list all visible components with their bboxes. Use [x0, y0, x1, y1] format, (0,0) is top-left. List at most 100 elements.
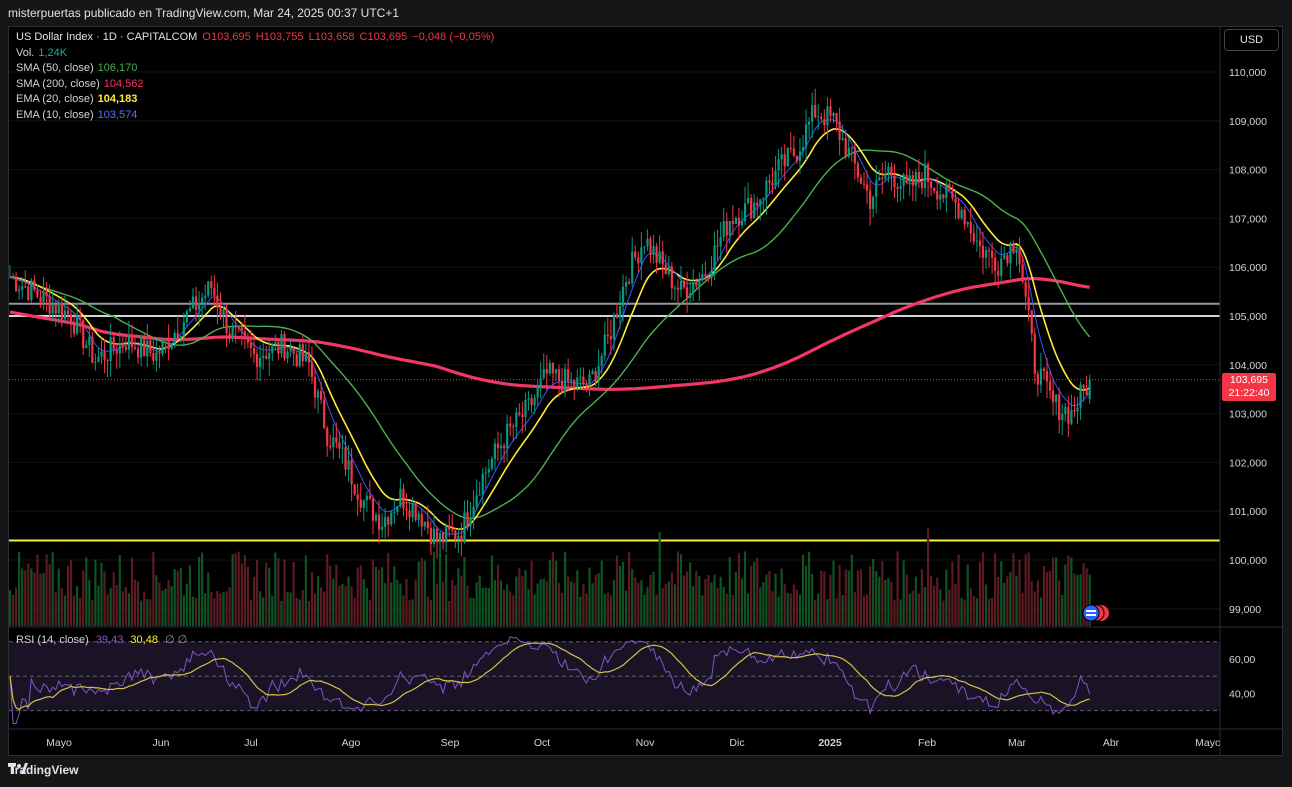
candle-body — [15, 277, 18, 292]
volume-bar — [908, 593, 911, 626]
price-axis-label: 99,000 — [1229, 604, 1261, 616]
volume-bar — [808, 551, 811, 626]
volume-bar — [396, 579, 399, 626]
volume-row[interactable]: Vol. 1,24K — [16, 46, 494, 62]
candle-body — [756, 202, 759, 206]
ohlc-open: O103,695 — [202, 31, 251, 43]
volume-bar — [869, 566, 872, 626]
volume-bar — [399, 583, 402, 626]
candle-body — [435, 528, 439, 542]
volume-bar — [634, 577, 637, 626]
candle-body — [176, 332, 179, 339]
candle-body — [881, 177, 884, 179]
candle-body — [484, 472, 487, 474]
volume-bar — [182, 595, 185, 626]
volume-bar — [198, 557, 201, 626]
candle-body — [76, 315, 79, 334]
volume-bar — [170, 586, 173, 626]
time-axis-label: Sep — [441, 737, 460, 749]
volume-bar — [11, 595, 15, 626]
volume-bar — [762, 582, 765, 626]
currency-button[interactable]: USD — [1224, 29, 1279, 51]
volume-bar — [594, 574, 597, 626]
volume-bar — [493, 580, 497, 626]
volume-bar — [265, 562, 268, 626]
volume-bar — [896, 551, 899, 626]
volume-bar — [1000, 561, 1003, 626]
volume-bar — [381, 567, 384, 626]
candle-body — [1039, 368, 1042, 385]
ohlc-high: H103,755 — [255, 31, 304, 43]
candle-body — [252, 348, 256, 354]
candle-body — [57, 303, 60, 314]
candle-body — [753, 202, 756, 219]
candle-body — [969, 222, 972, 234]
candle-body — [713, 245, 716, 271]
candle-body — [853, 147, 856, 164]
candle-body — [259, 357, 262, 367]
indicator-ema20-row[interactable]: EMA (20, close) 104,183 — [16, 92, 494, 108]
candle-body — [490, 458, 493, 469]
volume-bar — [1070, 557, 1073, 626]
ohlc-low: L103,658 — [308, 31, 355, 43]
candle-body — [646, 238, 649, 247]
candle-body — [426, 521, 429, 529]
volume-bar — [146, 599, 149, 626]
candle-body — [457, 535, 460, 540]
candle-body — [533, 397, 536, 406]
volume-bar — [771, 591, 774, 626]
volume-bar — [1030, 581, 1033, 626]
candle-body — [542, 369, 545, 379]
price-axis-label: 100,000 — [1229, 555, 1267, 567]
volume-bar — [811, 573, 814, 626]
volume-bar — [271, 595, 274, 626]
volume-bar — [353, 597, 356, 626]
footer-brand[interactable]: TradingView — [8, 763, 78, 777]
candle-body — [63, 310, 66, 320]
candle-body — [911, 175, 914, 186]
volume-bar — [521, 575, 524, 626]
chart-frame[interactable] — [8, 26, 1283, 756]
candle-body — [173, 332, 176, 343]
candle-body — [817, 116, 820, 118]
volume-bar — [954, 583, 957, 626]
candle-body — [926, 164, 930, 182]
volume-bar — [542, 578, 545, 626]
candle-body — [740, 221, 744, 226]
volume-bar — [899, 599, 902, 626]
volume-bar — [646, 587, 649, 626]
candle-body — [972, 233, 975, 242]
candle-body — [451, 529, 454, 531]
candle-body — [914, 172, 917, 186]
us-flag-icon[interactable] — [1076, 604, 1110, 622]
candle-body — [329, 445, 332, 448]
candle-body — [612, 314, 615, 340]
candle-body — [856, 163, 859, 178]
volume-bar — [609, 595, 612, 626]
volume-bar — [905, 574, 908, 626]
candle-body — [948, 183, 951, 191]
volume-bar — [420, 558, 423, 626]
candle-body — [960, 209, 963, 219]
volume-bar — [1088, 574, 1091, 626]
candle-body — [18, 289, 21, 292]
candle-body — [634, 251, 637, 258]
volume-bar — [631, 568, 634, 626]
volume-bar — [194, 598, 198, 626]
volume-bar — [262, 597, 265, 626]
candle-body — [60, 303, 63, 320]
price-axis-label: 110,000 — [1229, 67, 1266, 79]
symbol-row[interactable]: US Dollar Index · 1D · CAPITALCOM O103,6… — [16, 30, 494, 46]
price-axis-label: 104,000 — [1229, 360, 1267, 372]
candle-body — [682, 281, 686, 288]
candle-body — [496, 443, 500, 449]
rsi-legend[interactable]: RSI (14, close) 39,43 30,48 ∅ ∅ — [16, 633, 187, 649]
indicator-sma50-row[interactable]: SMA (50, close) 106,170 — [16, 61, 494, 77]
indicator-ema10-row[interactable]: EMA (10, close) 103,574 — [16, 108, 494, 124]
indicator-sma200-row[interactable]: SMA (200, close) 104,562 — [16, 77, 494, 93]
candle-body — [405, 508, 408, 511]
volume-bar — [490, 555, 493, 626]
candle-body — [48, 296, 51, 314]
candle-body — [432, 528, 436, 544]
